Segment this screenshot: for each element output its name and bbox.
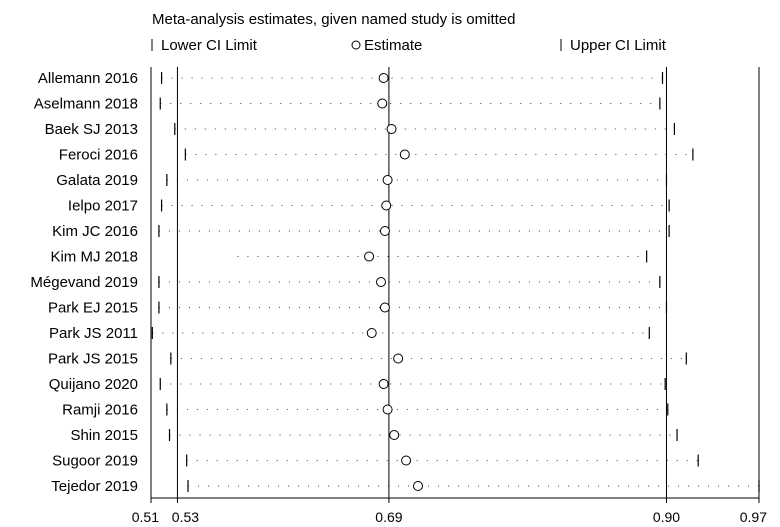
- estimate-marker: [382, 175, 393, 185]
- study-label: Park EJ 2015: [48, 300, 138, 317]
- study-label: Sugoor 2019: [52, 453, 138, 470]
- legend-estimate-label: Estimate: [364, 37, 422, 54]
- chart-header: Meta-analysis estimates, given named stu…: [151, 11, 667, 54]
- estimate-marker: [366, 328, 377, 338]
- estimate-marker: [401, 455, 412, 466]
- legend-estimate-marker: [351, 40, 361, 50]
- estimate-marker: [393, 353, 404, 364]
- estimate-marker: [382, 404, 393, 415]
- estimate-marker: [379, 302, 390, 313]
- estimate-marker: [375, 277, 386, 287]
- x-tick-label: 0.53: [172, 509, 199, 525]
- study-label: Kim MJ 2018: [50, 249, 138, 266]
- estimate-marker: [379, 226, 390, 236]
- study-label: Ielpo 2017: [68, 198, 138, 215]
- estimate-marker: [399, 149, 410, 160]
- x-tick-label: 0.69: [375, 509, 402, 525]
- study-label: Kim JC 2016: [52, 223, 138, 240]
- chart-title: Meta-analysis estimates, given named stu…: [152, 11, 516, 28]
- legend-lower-label: Lower CI Limit: [161, 37, 258, 54]
- study-label: Baek SJ 2013: [45, 121, 138, 138]
- estimate-marker: [378, 379, 389, 389]
- study-label: Shin 2015: [70, 427, 138, 444]
- study-label: Galata 2019: [56, 172, 138, 189]
- estimate-marker: [378, 73, 389, 83]
- study-label: Mégevand 2019: [30, 274, 138, 291]
- study-label: Tejedor 2019: [51, 478, 138, 495]
- x-tick-label: 0.97: [740, 509, 767, 525]
- study-label: Aselmann 2018: [34, 96, 138, 113]
- x-tick-label: 0.90: [653, 509, 680, 525]
- x-tick-label: 0.51: [132, 509, 159, 525]
- study-label: Allemann 2016: [38, 70, 138, 87]
- legend: Lower CI Limit Estimate Upper CI Limit: [151, 37, 667, 54]
- estimate-marker: [377, 98, 388, 109]
- study-label: Quijano 2020: [49, 376, 138, 393]
- study-label: Feroci 2016: [59, 147, 138, 164]
- plot-area: 0.51 0.53 0.69 0.90 0.97 Allemann 2016 Aselman…: [30, 67, 767, 525]
- estimate-marker: [412, 481, 423, 491]
- estimate-marker: [386, 124, 397, 134]
- study-label: Ramji 2016: [62, 402, 138, 419]
- estimate-marker: [389, 430, 400, 440]
- estimate-marker: [364, 251, 375, 262]
- study-label: Park JS 2015: [48, 351, 138, 368]
- legend-upper-label: Upper CI Limit: [570, 37, 667, 54]
- estimate-marker: [381, 200, 392, 211]
- study-label: Park JS 2011: [49, 325, 138, 342]
